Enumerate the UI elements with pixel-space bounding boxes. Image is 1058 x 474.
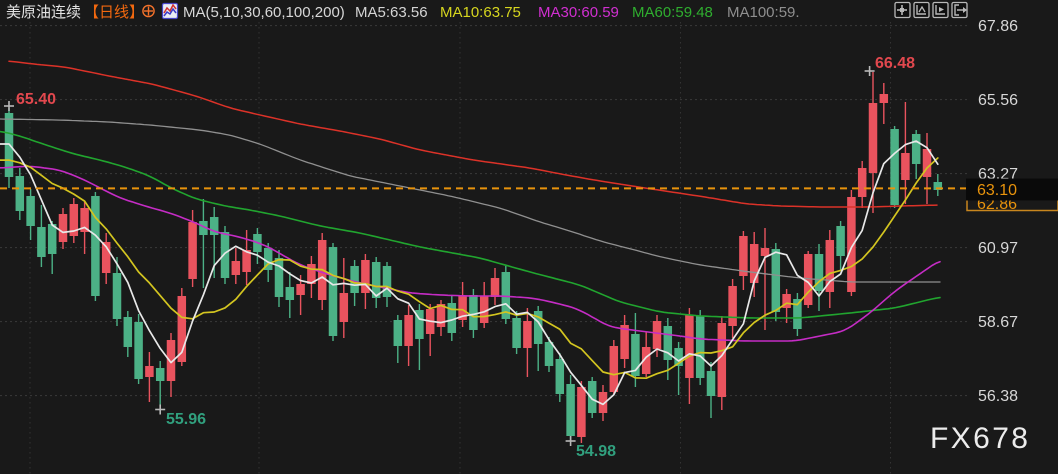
svg-text:56.38: 56.38 [978,388,1018,405]
svg-text:54.98: 54.98 [576,443,616,460]
svg-text:FX678: FX678 [930,422,1030,455]
svg-text:【日线】: 【日线】 [84,4,144,21]
svg-text:60.97: 60.97 [978,240,1018,257]
svg-text:63.10: 63.10 [977,182,1017,199]
svg-text:67.86: 67.86 [978,18,1018,35]
svg-text:MA100:59.: MA100:59. [727,4,800,21]
svg-text:MA10:63.75: MA10:63.75 [440,4,521,21]
svg-text:58.67: 58.67 [978,314,1018,331]
svg-text:MA30:60.59: MA30:60.59 [538,4,619,21]
svg-text:65.56: 65.56 [978,92,1018,109]
svg-text:66.48: 66.48 [875,55,915,72]
svg-text:55.96: 55.96 [166,411,206,428]
svg-text:美原油连续: 美原油连续 [6,4,81,21]
svg-text:MA60:59.48: MA60:59.48 [632,4,713,21]
svg-text:65.40: 65.40 [16,91,56,108]
svg-text:MA5:63.56: MA5:63.56 [355,4,428,21]
svg-text:MA(5,10,30,60,100,200): MA(5,10,30,60,100,200) [183,4,345,21]
